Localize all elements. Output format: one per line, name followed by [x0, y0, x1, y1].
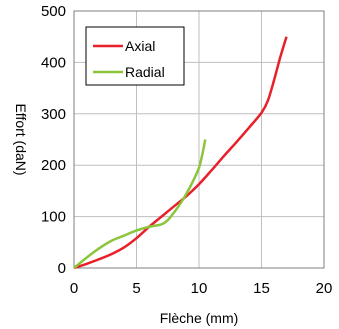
y-tick-label: 100 — [41, 209, 66, 226]
series-line-radial — [73, 139, 207, 269]
x-axis-label: Flèche (mm) — [160, 310, 239, 326]
x-tick-label: 20 — [316, 280, 333, 297]
series-line-axial — [73, 36, 288, 270]
x-tick-label: 15 — [253, 280, 270, 297]
x-tick-labels: 0 5 10 15 20 — [70, 280, 333, 297]
legend-label-axial: Axial — [125, 38, 155, 54]
plot-frame — [73, 10, 325, 269]
legend-box — [85, 26, 185, 86]
y-tick-label: 500 — [41, 3, 66, 20]
y-tick-label: 0 — [58, 260, 66, 277]
y-axis-label: Effort (daN) — [13, 103, 29, 175]
x-tick-label: 0 — [70, 280, 78, 297]
legend-label-radial: Radial — [125, 64, 165, 80]
y-tick-label: 400 — [41, 54, 66, 71]
y-tick-labels: 0 100 200 300 400 500 — [41, 3, 66, 277]
x-tick-label: 5 — [132, 280, 140, 297]
y-tick-label: 200 — [41, 157, 66, 174]
y-tick-label: 300 — [41, 106, 66, 123]
legend: Axial Radial — [85, 26, 185, 86]
x-tick-label: 10 — [191, 280, 208, 297]
series-layer — [73, 36, 288, 270]
